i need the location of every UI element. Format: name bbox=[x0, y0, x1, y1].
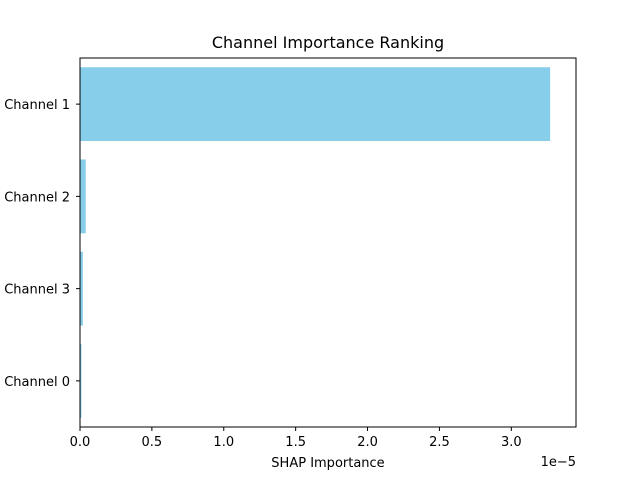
x-tick-label: 3.0 bbox=[501, 435, 522, 450]
x-tick-label: 0.5 bbox=[142, 435, 163, 450]
x-tick-label: 2.0 bbox=[357, 435, 378, 450]
y-tick-label: Channel 2 bbox=[4, 190, 70, 205]
bar-channel-0 bbox=[80, 343, 82, 418]
x-tick-label: 1.5 bbox=[285, 435, 306, 450]
plot-frame bbox=[79, 57, 577, 428]
y-tick-label: Channel 1 bbox=[4, 98, 70, 113]
y-axis: Channel 1 Channel 2 Channel 3 Channel 0 bbox=[4, 98, 80, 390]
bar-channel-3 bbox=[80, 251, 83, 326]
bar-channel-1 bbox=[80, 67, 551, 142]
x-axis-label: SHAP Importance bbox=[271, 456, 384, 471]
y-tick-label: Channel 0 bbox=[4, 375, 70, 390]
x-axis-offset-label: 1e−5 bbox=[541, 455, 576, 470]
bars bbox=[80, 67, 551, 418]
y-tick-label: Channel 3 bbox=[4, 283, 70, 298]
x-tick-label: 1.0 bbox=[213, 435, 234, 450]
x-tick-label: 2.5 bbox=[429, 435, 450, 450]
x-tick-label: 0.0 bbox=[70, 435, 91, 450]
chart-title: Channel Importance Ranking bbox=[212, 33, 444, 52]
x-axis: 0.0 0.5 1.0 1.5 2.0 2.5 3.0 bbox=[70, 427, 522, 450]
bar-channel-2 bbox=[80, 159, 86, 234]
